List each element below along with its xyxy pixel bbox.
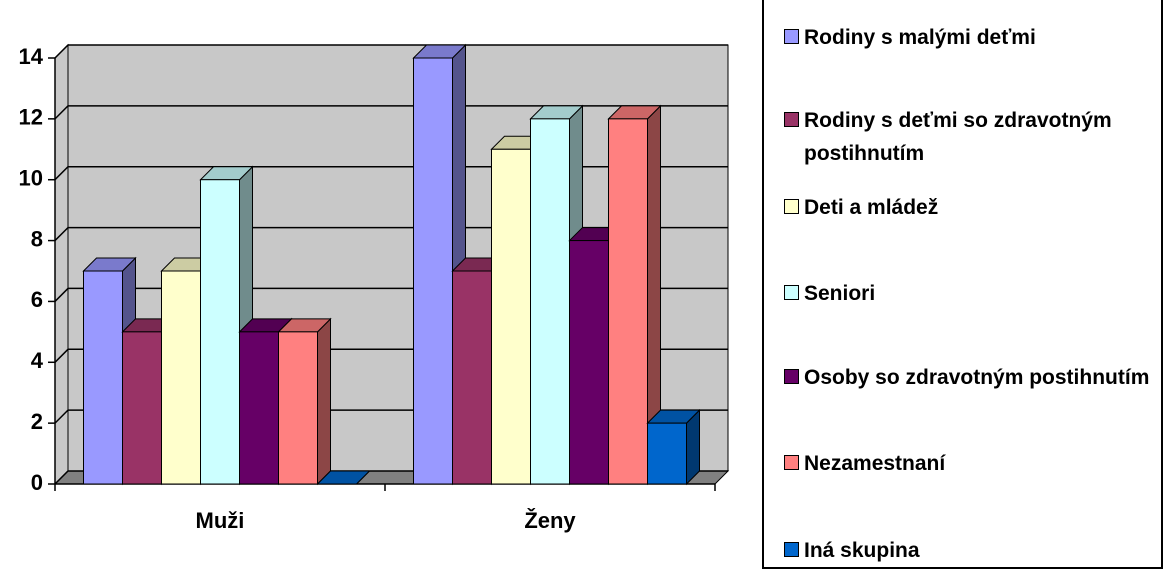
grid-line	[54, 105, 728, 120]
legend-swatch	[784, 29, 799, 44]
y-tick-label: 0	[31, 470, 43, 495]
legend-swatch	[784, 199, 799, 214]
bar	[278, 331, 318, 485]
bar	[452, 270, 492, 485]
bar	[647, 422, 687, 485]
x-tick-label: Ženy	[524, 508, 576, 533]
legend-swatch	[784, 542, 799, 557]
legend-swatch	[784, 369, 799, 384]
y-tick-label: 12	[19, 105, 43, 130]
legend-item: Deti a mládež	[784, 191, 1159, 224]
legend-label: Deti a mládež	[804, 196, 939, 219]
legend-item: Rodiny s malými deťmi	[784, 21, 1159, 54]
legend: Rodiny s malými deťmi Rodiny s deťmi so z…	[762, 0, 1163, 569]
legend-label: Rodiny s deťmi so zdravotným postihnutím	[804, 109, 1112, 165]
chart: 0 2 4 6 8 10 12 14 Muži Ženy	[19, 43, 730, 533]
y-tick-label: 2	[31, 409, 43, 434]
bar	[413, 57, 453, 485]
bar	[569, 240, 609, 485]
legend-swatch	[784, 455, 799, 470]
bar	[83, 270, 123, 485]
side-wall	[54, 43, 69, 486]
bar	[239, 331, 279, 485]
legend-swatch	[784, 285, 799, 300]
legend-label: Nezamestnaní	[804, 452, 946, 475]
bar	[530, 118, 570, 485]
x-tick-label: Muži	[196, 508, 245, 533]
legend-item: Osoby so zdravotným postihnutím	[784, 361, 1159, 394]
y-tick-label: 6	[31, 287, 43, 312]
legend-label: Seniori	[804, 282, 876, 305]
legend-label: Osoby so zdravotným postihnutím	[804, 366, 1150, 389]
legend-item: Iná skupina	[784, 534, 1159, 567]
y-tick-label: 8	[31, 226, 43, 251]
bar	[122, 331, 162, 485]
legend-item: Rodiny s deťmi so zdravotným postihnutím	[784, 104, 1159, 170]
bar	[161, 270, 201, 485]
legend-swatch	[784, 112, 799, 127]
grid-line	[54, 44, 728, 59]
legend-item: Seniori	[784, 277, 1159, 310]
y-tick-label: 10	[19, 166, 43, 191]
legend-label: Iná skupina	[804, 539, 920, 562]
y-tick-label: 14	[19, 44, 44, 69]
bar	[491, 148, 531, 485]
legend-label: Rodiny s malými deťmi	[804, 26, 1036, 49]
bar	[200, 179, 240, 485]
legend-item: Nezamestnaní	[784, 447, 1159, 480]
y-tick-label: 4	[31, 348, 44, 373]
bar	[608, 118, 648, 485]
bar-top	[316, 470, 371, 485]
bar-side	[317, 317, 331, 486]
